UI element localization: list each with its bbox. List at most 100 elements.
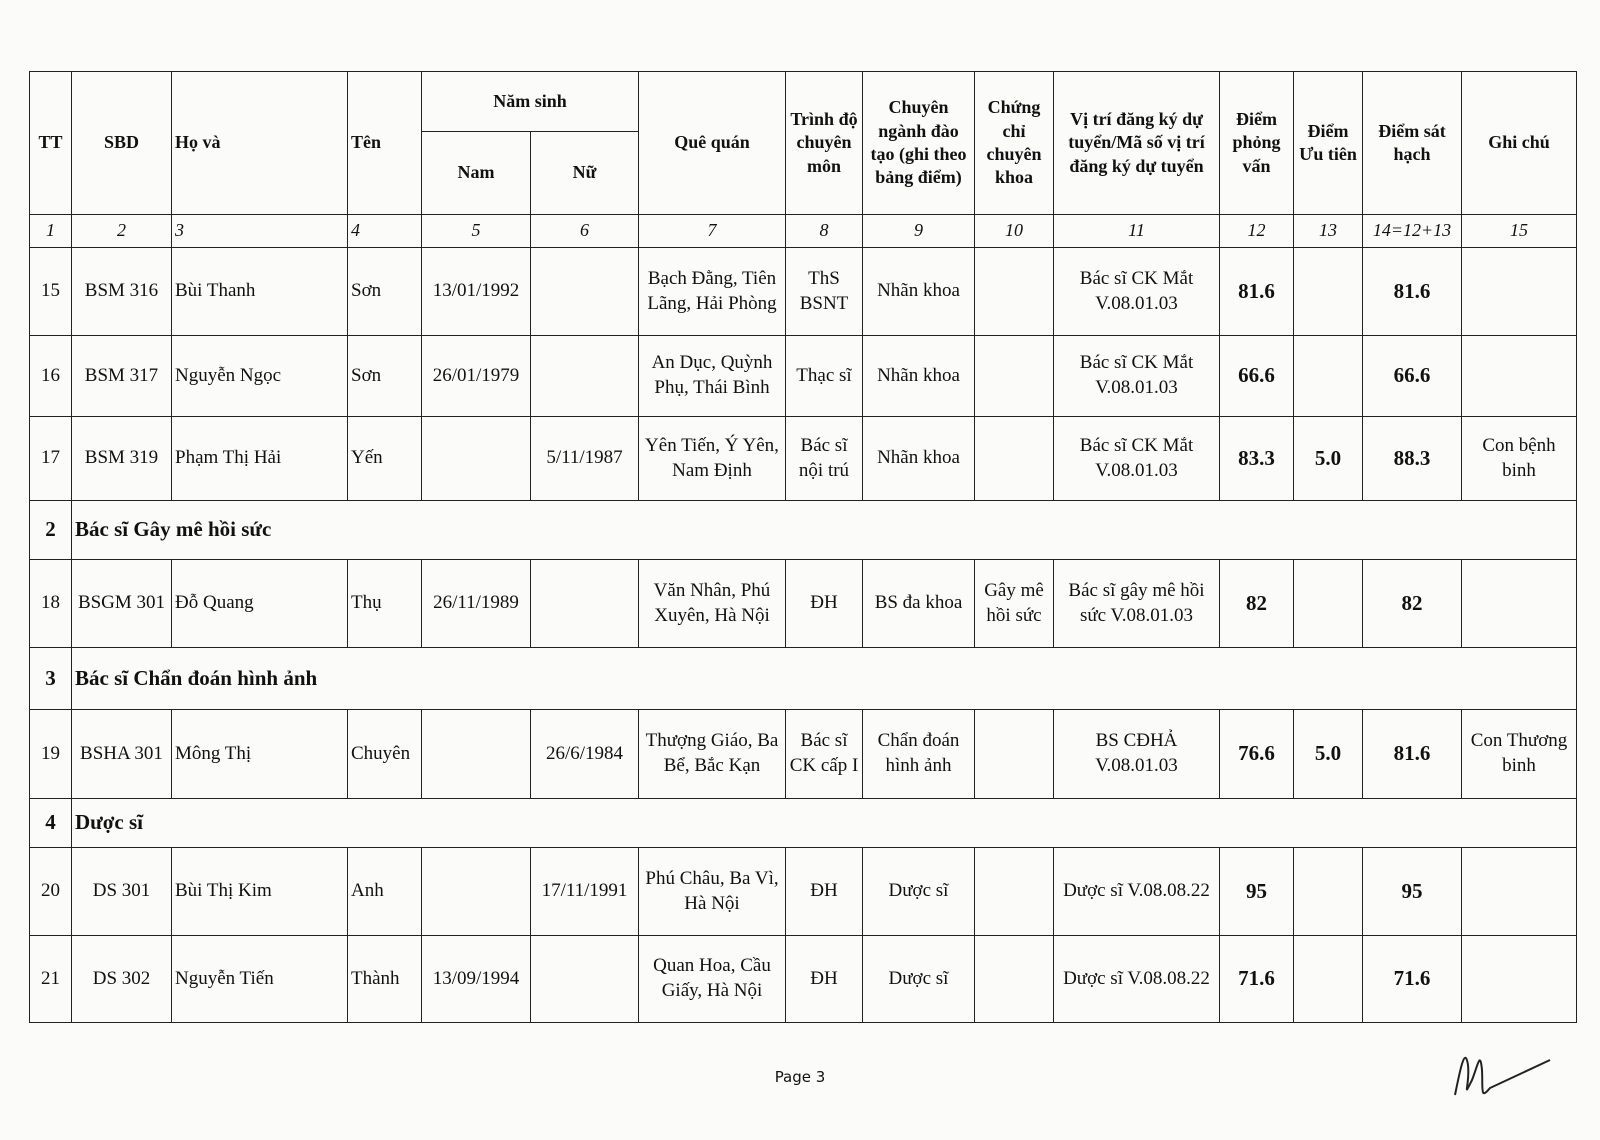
cell [1461,247,1577,336]
column-header: Họ và [171,71,348,215]
column-header: Điểm Ưu tiên [1293,71,1363,215]
section-number: 2 [29,500,72,560]
data-row: 15 BSM 316 Bùi Thanh Sơn 13/01/1992 Bạch Đằng… [29,247,1577,336]
cell: Phạm Thị Hải [171,416,348,501]
cell: 71.6 [1362,935,1462,1023]
cell: 13/01/1992 [421,247,531,336]
column-header: SBD [71,71,172,215]
section-number: 4 [29,798,72,848]
cell: Bác sĩ CK cấp I [785,709,863,799]
cell: 5.0 [1293,709,1363,799]
cell: 95 [1219,847,1294,936]
cell: Sơn [347,247,422,336]
cell: Dược sĩ V.08.08.22 [1053,935,1220,1023]
cell: 66.6 [1219,335,1294,417]
data-row: 19 BSHA 301 Mông Thị Chuyên 26/6/1984 Thượng … [29,709,1577,799]
column-header: Nữ [530,131,639,215]
cell: 83.3 [1219,416,1294,501]
cell: Bạch Đằng, Tiên Lãng, Hải Phòng [638,247,786,336]
cell: Phú Châu, Ba Vì, Hà Nội [638,847,786,936]
cell [421,847,531,936]
cell: 17 [29,416,72,501]
cell [1293,335,1363,417]
cell: Mông Thị [171,709,348,799]
column-number: 14=12+13 [1362,214,1462,248]
column-number: 5 [421,214,531,248]
cell: Bác sĩ CK Mắt V.08.01.03 [1053,416,1220,501]
section-title: Bác sĩ Gây mê hồi sức [71,500,1577,560]
cell [1461,559,1577,648]
cell: BSM 319 [71,416,172,501]
cell: 21 [29,935,72,1023]
cell: 20 [29,847,72,936]
data-row: 16 BSM 317 Nguyễn Ngọc Sơn 26/01/1979 An Dục,… [29,335,1577,417]
cell: Nhãn khoa [862,247,975,336]
column-header: Điểm phỏng vấn [1219,71,1294,215]
cell: BS đa khoa [862,559,975,648]
cell: 5/11/1987 [530,416,639,501]
cell: DS 301 [71,847,172,936]
results-table: TT SBD Họ và Tên Năm sinh Quê quán Trình độ ch… [29,71,1577,1023]
cell: Thạc sĩ [785,335,863,417]
cell: Bùi Thanh [171,247,348,336]
header-row: Nam Nữ [30,131,1577,215]
section-title: Bác sĩ Chẩn đoán hình ảnh [71,647,1577,710]
cell [974,335,1054,417]
column-number: 11 [1053,214,1220,248]
cell: 81.6 [1219,247,1294,336]
column-header: Vị trí đăng ký dự tuyển/Mã số vị trí đăn… [1053,71,1220,215]
cell [530,935,639,1023]
column-header: Năm sinh [421,71,639,132]
cell: ĐH [785,935,863,1023]
cell: ThS BSNT [785,247,863,336]
cell: 82 [1219,559,1294,648]
cell: Quan Hoa, Cầu Giấy, Hà Nội [638,935,786,1023]
cell: ĐH [785,847,863,936]
cell: 81.6 [1362,709,1462,799]
data-row: 21 DS 302 Nguyễn Tiến Thành 13/09/1994 Quan H… [29,935,1577,1023]
cell: Anh [347,847,422,936]
column-number-row: 1 2 3 4 5 6 7 8 9 10 11 12 13 14=12+13 15 [29,214,1577,248]
column-number: 7 [638,214,786,248]
column-header: Quê quán [638,71,786,215]
data-row: 20 DS 301 Bùi Thị Kim Anh 17/11/1991 Phú Châu… [29,847,1577,936]
column-number: 2 [71,214,172,248]
cell: Bác sĩ CK Mắt V.08.01.03 [1053,335,1220,417]
column-header: Nam [421,131,531,215]
cell: 15 [29,247,72,336]
cell: 66.6 [1362,335,1462,417]
cell [530,247,639,336]
section-number: 3 [29,647,72,710]
cell: Con bệnh binh [1461,416,1577,501]
cell [530,559,639,648]
cell: Yên Tiến, Ý Yên, Nam Định [638,416,786,501]
cell [1293,847,1363,936]
column-header: Điểm sát hạch [1362,71,1462,215]
cell [974,709,1054,799]
column-number: 1 [29,214,72,248]
cell [1293,247,1363,336]
cell: Thượng Giáo, Ba Bể, Bắc Kạn [638,709,786,799]
column-header: Ghi chú [1461,71,1577,215]
column-header: Tên [347,71,422,215]
cell: ĐH [785,559,863,648]
cell: 81.6 [1362,247,1462,336]
cell: Nhãn khoa [862,416,975,501]
cell: Bùi Thị Kim [171,847,348,936]
cell: 26/11/1989 [421,559,531,648]
section-title: Dược sĩ [71,798,1577,848]
cell: Dược sĩ V.08.08.22 [1053,847,1220,936]
cell: Gây mê hồi sức [974,559,1054,648]
cell [1293,935,1363,1023]
cell: Thụ [347,559,422,648]
cell: 26/01/1979 [421,335,531,417]
cell [1461,935,1577,1023]
cell: BSM 317 [71,335,172,417]
cell: 82 [1362,559,1462,648]
column-number: 8 [785,214,863,248]
cell [1461,847,1577,936]
column-number: 6 [530,214,639,248]
column-number: 9 [862,214,975,248]
